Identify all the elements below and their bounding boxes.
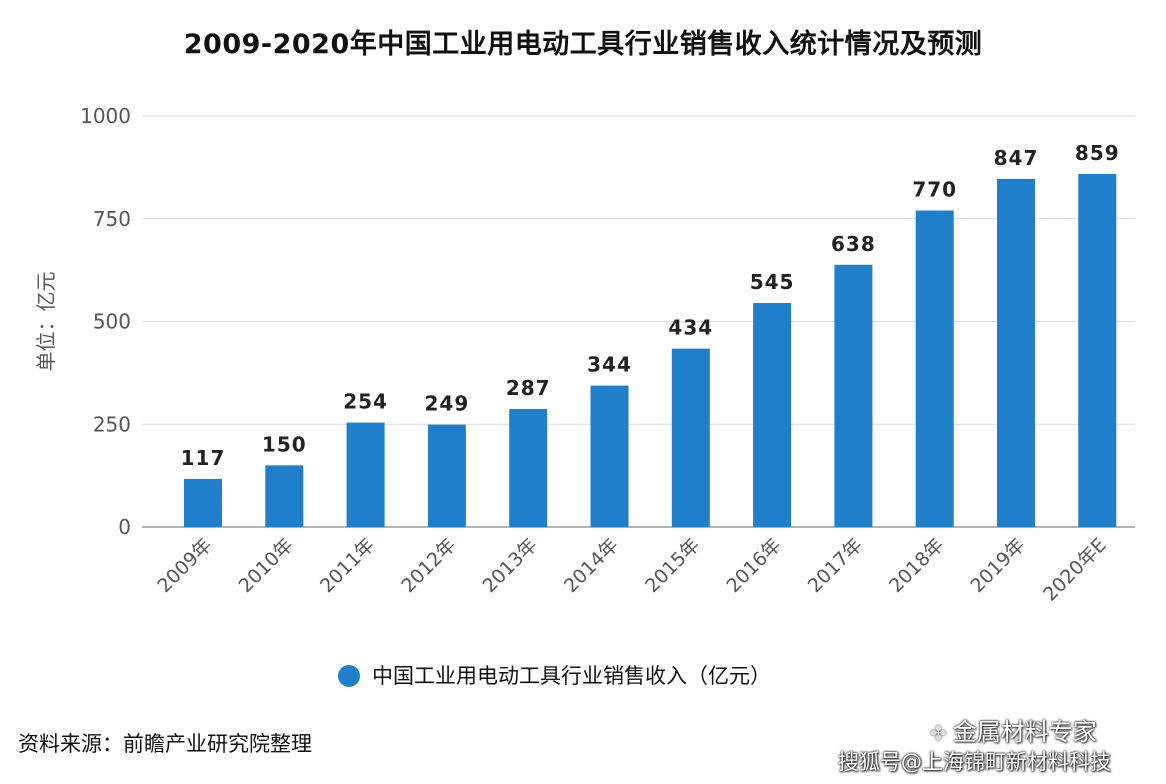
bar [1078, 173, 1117, 528]
chart-title: 2009-2020年中国工业用电动工具行业销售收入统计情况及预测 [183, 29, 983, 60]
x-tick-label: 2020年E [1039, 534, 1111, 606]
data-label: 638 [831, 232, 876, 256]
x-tick-label: 2012年 [397, 534, 460, 597]
data-label: 859 [1075, 141, 1120, 165]
data-label: 287 [506, 376, 551, 400]
bar [834, 264, 873, 527]
x-tick-label: 2019年 [966, 534, 1029, 597]
bar [590, 385, 629, 527]
bar [427, 424, 466, 527]
y-tick-label: 0 [118, 515, 131, 539]
data-label: 434 [668, 316, 713, 340]
y-tick-label: 1000 [80, 104, 131, 128]
x-tick-label: 2017年 [804, 534, 867, 597]
watermark-brand-text: 金属材料专家 [952, 718, 1097, 746]
bar [265, 465, 304, 527]
data-label: 770 [912, 178, 957, 202]
bar [509, 409, 548, 527]
legend-marker [338, 665, 360, 687]
data-label: 847 [994, 146, 1039, 170]
watermark-account: 搜狐号@上海锦町新材料科技 [838, 750, 1111, 774]
x-tick-label: 2013年 [479, 534, 542, 597]
x-tick-label: 2011年 [316, 534, 379, 597]
data-label: 117 [181, 446, 226, 470]
bar [346, 422, 385, 527]
source-note: 资料来源：前瞻产业研究院整理 [18, 732, 312, 756]
data-label: 344 [587, 353, 632, 377]
bar [671, 348, 710, 527]
bar [184, 478, 222, 527]
x-tick-label: 2016年 [722, 534, 785, 597]
data-label: 249 [425, 392, 470, 416]
legend-label: 中国工业用电动工具行业销售收入（亿元） [372, 664, 771, 688]
x-tick-label: 2009年 [153, 534, 216, 597]
y-tick-label: 250 [93, 412, 131, 436]
x-tick-label: 2018年 [885, 534, 948, 597]
data-label: 545 [750, 270, 795, 294]
wechat-icon: ✤ [930, 721, 947, 745]
x-tick-label: 2014年 [560, 534, 623, 597]
watermark-brand: ✤ 金属材料专家 [930, 712, 1097, 747]
y-tick-label: 500 [93, 310, 131, 334]
y-tick-label: 750 [93, 207, 131, 231]
data-label: 150 [262, 432, 307, 456]
bar [997, 178, 1035, 527]
data-label: 254 [343, 390, 388, 414]
x-tick-label: 2010年 [235, 534, 298, 597]
bar [915, 210, 954, 527]
bar [753, 303, 792, 527]
x-tick-label: 2015年 [641, 534, 704, 597]
y-axis-label: 单位：亿元 [34, 272, 58, 372]
